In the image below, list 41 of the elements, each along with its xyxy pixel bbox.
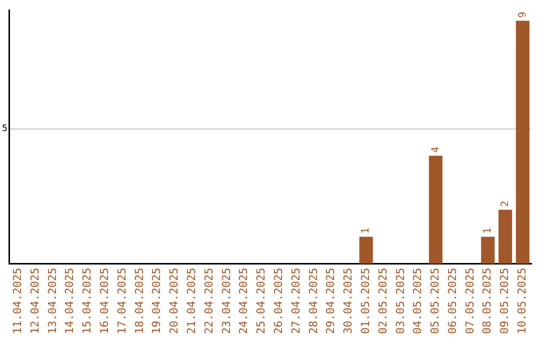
x-tick-label: 02.05.2025	[376, 268, 390, 334]
x-tick-label: 28.04.2025	[306, 268, 320, 334]
data-label: 4	[430, 146, 442, 153]
bar	[516, 20, 530, 264]
x-tick-label: 20.04.2025	[168, 268, 181, 334]
x-tick-label: 29.04.2025	[324, 268, 338, 334]
x-tick-label: 04.05.2025	[411, 268, 424, 334]
x-tick-label: 09.05.2025	[498, 268, 512, 334]
x-tick-label: 25.04.2025	[254, 268, 268, 334]
data-label: 1	[360, 228, 372, 234]
x-tick-label: 22.04.2025	[202, 268, 216, 334]
x-tick-label: 24.04.2025	[237, 268, 250, 334]
x-tick-label: 08.05.2025	[480, 268, 494, 334]
x-tick-label: 12.04.2025	[28, 268, 42, 334]
x-tick-label: 18.04.2025	[132, 268, 146, 334]
x-tick-label: 17.04.2025	[115, 268, 128, 334]
x-tick-label: 19.04.2025	[150, 268, 164, 334]
x-tick-label: 07.05.2025	[463, 268, 476, 334]
x-tick-label: 03.05.2025	[394, 268, 407, 334]
data-label: 1	[482, 228, 494, 234]
x-tick-label: 23.04.2025	[220, 268, 233, 334]
bar	[498, 210, 512, 264]
x-tick-label: 16.04.2025	[98, 268, 111, 334]
bar	[359, 236, 373, 264]
bar	[428, 156, 442, 264]
x-tick-label: 11.04.2025	[10, 268, 24, 334]
x-tick-label: 15.04.2025	[80, 268, 94, 334]
x-tick-label: 26.04.2025	[272, 268, 285, 334]
x-tick-label: 06.05.2025	[446, 268, 459, 334]
x-tick-label: 13.04.2025	[46, 268, 59, 334]
data-label: 9	[517, 12, 528, 18]
bar	[481, 236, 495, 264]
data-label: 2	[500, 200, 511, 207]
x-tick-label: 14.04.2025	[63, 268, 76, 334]
x-tick-label: 10.05.2025	[516, 268, 529, 334]
x-tick-label: 01.05.2025	[358, 268, 372, 334]
x-tick-label: 27.04.2025	[289, 268, 302, 334]
x-tick-label: 21.04.2025	[184, 268, 198, 334]
x-tick-label: 05.05.2025	[428, 268, 442, 334]
y-tick-label: 5	[2, 124, 8, 134]
x-tick-label: 30.04.2025	[342, 268, 355, 334]
